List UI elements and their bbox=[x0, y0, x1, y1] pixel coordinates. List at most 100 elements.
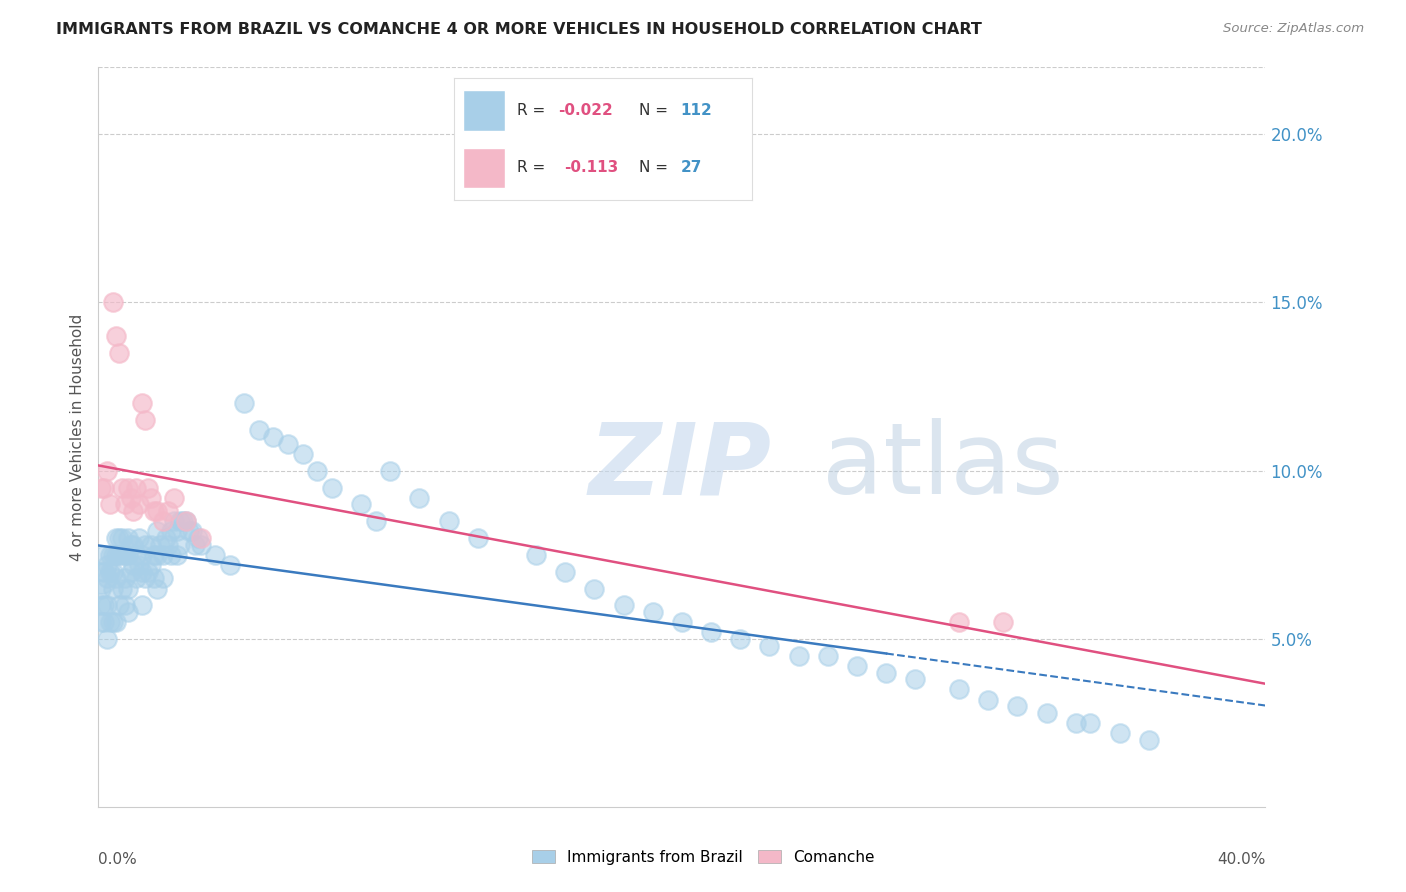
Point bbox=[1007, 699, 1029, 714]
Point bbox=[114, 548, 136, 562]
Point bbox=[111, 481, 134, 495]
Point bbox=[114, 571, 136, 585]
Point bbox=[817, 648, 839, 663]
Point bbox=[174, 514, 197, 528]
Point bbox=[114, 497, 136, 511]
Point bbox=[93, 615, 115, 630]
Point bbox=[128, 531, 150, 545]
Point bbox=[180, 524, 202, 539]
Point bbox=[117, 582, 139, 596]
Point bbox=[101, 582, 124, 596]
Point bbox=[177, 524, 200, 539]
Point bbox=[163, 491, 186, 505]
Point bbox=[125, 548, 148, 562]
Point bbox=[96, 571, 118, 585]
Point bbox=[977, 692, 1000, 706]
Point bbox=[875, 665, 897, 680]
Point bbox=[142, 548, 165, 562]
Point bbox=[120, 538, 142, 552]
Point bbox=[96, 632, 118, 646]
Point bbox=[172, 514, 194, 528]
Point bbox=[139, 491, 162, 505]
Point bbox=[108, 599, 131, 613]
Point bbox=[1137, 733, 1160, 747]
Point bbox=[90, 481, 112, 495]
Point bbox=[122, 558, 145, 572]
Point bbox=[120, 565, 142, 579]
Point bbox=[218, 558, 240, 572]
Point bbox=[146, 524, 169, 539]
Point bbox=[108, 346, 131, 360]
Point bbox=[262, 430, 284, 444]
Point bbox=[307, 464, 329, 478]
Point bbox=[108, 548, 131, 562]
Point bbox=[190, 538, 212, 552]
Point bbox=[183, 538, 205, 552]
Point bbox=[117, 548, 139, 562]
Text: 40.0%: 40.0% bbox=[1218, 852, 1265, 867]
Point bbox=[117, 605, 139, 619]
Point bbox=[247, 423, 270, 437]
Point bbox=[787, 648, 810, 663]
Point bbox=[134, 571, 156, 585]
Point bbox=[233, 396, 256, 410]
Point bbox=[321, 481, 343, 495]
Point bbox=[93, 548, 115, 562]
Point bbox=[700, 625, 723, 640]
Point bbox=[90, 571, 112, 585]
Point bbox=[612, 599, 634, 613]
Point bbox=[128, 558, 150, 572]
Point bbox=[149, 538, 172, 552]
Point bbox=[641, 605, 664, 619]
Point bbox=[136, 565, 159, 579]
Point bbox=[291, 447, 314, 461]
Point bbox=[467, 531, 489, 545]
Point bbox=[131, 548, 153, 562]
Point bbox=[146, 504, 169, 518]
Text: IMMIGRANTS FROM BRAZIL VS COMANCHE 4 OR MORE VEHICLES IN HOUSEHOLD CORRELATION C: IMMIGRANTS FROM BRAZIL VS COMANCHE 4 OR … bbox=[56, 22, 983, 37]
Point bbox=[554, 565, 576, 579]
Point bbox=[90, 615, 112, 630]
Point bbox=[846, 659, 869, 673]
Point bbox=[98, 548, 121, 562]
Point bbox=[758, 639, 780, 653]
Point bbox=[142, 504, 165, 518]
Point bbox=[350, 497, 373, 511]
Point bbox=[524, 548, 547, 562]
Point bbox=[104, 571, 127, 585]
Point bbox=[136, 481, 159, 495]
Point bbox=[380, 464, 402, 478]
Point bbox=[1108, 726, 1130, 740]
Text: Source: ZipAtlas.com: Source: ZipAtlas.com bbox=[1223, 22, 1364, 36]
Point bbox=[114, 599, 136, 613]
Point bbox=[120, 491, 142, 505]
Point bbox=[160, 548, 183, 562]
Point bbox=[96, 558, 118, 572]
Point bbox=[166, 548, 188, 562]
Point bbox=[437, 514, 460, 528]
Point bbox=[583, 582, 606, 596]
Point bbox=[98, 497, 121, 511]
Point bbox=[152, 514, 174, 528]
Point bbox=[96, 464, 118, 478]
Point bbox=[364, 514, 387, 528]
Point bbox=[1035, 706, 1057, 720]
Text: atlas: atlas bbox=[823, 418, 1063, 516]
Point bbox=[104, 548, 127, 562]
Text: ZIP: ZIP bbox=[589, 418, 772, 516]
Point bbox=[904, 673, 927, 687]
Point bbox=[101, 295, 124, 310]
Point bbox=[128, 497, 150, 511]
Point bbox=[134, 413, 156, 427]
Point bbox=[93, 481, 115, 495]
Point bbox=[125, 571, 148, 585]
Point bbox=[101, 548, 124, 562]
Point bbox=[117, 481, 139, 495]
Point bbox=[730, 632, 752, 646]
Y-axis label: 4 or more Vehicles in Household: 4 or more Vehicles in Household bbox=[69, 313, 84, 561]
Point bbox=[160, 524, 183, 539]
Point bbox=[155, 531, 177, 545]
Point bbox=[104, 531, 127, 545]
Point bbox=[139, 558, 162, 572]
Point bbox=[408, 491, 430, 505]
